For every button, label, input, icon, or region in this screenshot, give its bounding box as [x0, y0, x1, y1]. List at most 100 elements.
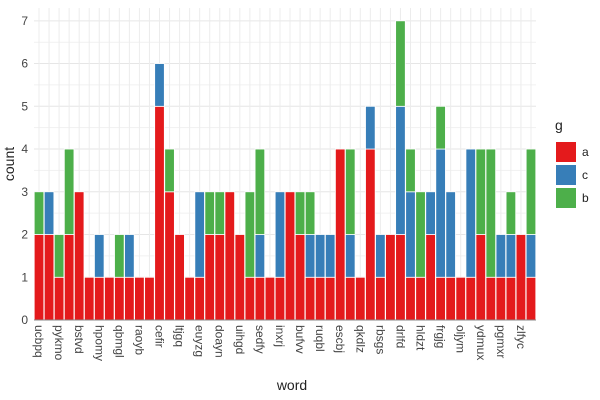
- bar-segment-a: [264, 276, 276, 321]
- bar-segment-a: [385, 234, 396, 321]
- legend-label-b: b: [582, 191, 589, 205]
- legend-label-c: c: [582, 168, 588, 182]
- legend-swatch-c: [556, 165, 576, 185]
- x-tick-label: ydmux: [474, 325, 488, 360]
- bar-segment-c: [465, 148, 476, 278]
- bar-segment-a: [515, 234, 527, 321]
- legend-swatch-a: [556, 142, 576, 162]
- legend-label-a: a: [582, 145, 589, 159]
- bar-segment-a: [355, 276, 366, 321]
- bar-segment-c: [254, 234, 266, 278]
- x-tick-label: bufvv: [293, 325, 307, 354]
- x-tick-label: ucbpq: [32, 325, 46, 358]
- y-axis-title: count: [1, 147, 17, 181]
- bar-segment-b: [214, 191, 225, 235]
- bar-segment-c: [94, 234, 105, 278]
- bar-segment-a: [335, 148, 346, 321]
- bar-segment-c: [425, 191, 436, 235]
- bar-segment-a: [395, 234, 406, 321]
- bar-segment-c: [405, 191, 416, 278]
- y-tick-label: 4: [21, 142, 28, 156]
- x-tick-label: escbj: [333, 325, 347, 353]
- bar-segment-a: [375, 276, 386, 321]
- x-tick-label: ltjgq: [173, 325, 187, 347]
- y-tick-label: 7: [21, 14, 28, 28]
- y-axis-ticks: 0 1 2 3 4 5 6 7: [21, 14, 28, 327]
- bar-segment-b: [345, 148, 356, 235]
- x-tick-label: zlfyc: [514, 325, 528, 349]
- x-tick-label: hldzt: [414, 325, 428, 351]
- x-tick-label: frgjg: [434, 325, 448, 348]
- x-tick-label: pykmo: [52, 325, 66, 361]
- bar-segment-b: [53, 234, 65, 278]
- bar-segment-a: [244, 276, 256, 321]
- bar-segment-a: [94, 276, 105, 321]
- y-tick-label: 2: [21, 228, 28, 242]
- y-tick-label: 3: [21, 185, 28, 199]
- x-tick-label: inxrj: [273, 325, 287, 347]
- bar-segment-a: [114, 276, 125, 321]
- x-tick-label: rbsgs: [373, 325, 387, 354]
- bar-segment-a: [435, 276, 446, 321]
- x-tick-label: raoyb: [132, 325, 146, 355]
- x-tick-label: pgmxr: [494, 325, 508, 358]
- x-tick-label: euyzg: [193, 325, 207, 357]
- legend-swatch-b: [556, 188, 576, 208]
- x-axis-ticks: ucbpq pykmo bstvd hpomy qbmgl raoyb cefir ltjgq…: [32, 325, 528, 361]
- bar-segment-b: [164, 148, 175, 193]
- bar-segment-b: [475, 148, 486, 235]
- bar-segment-a: [144, 276, 155, 321]
- bar-segment-b: [485, 148, 497, 278]
- x-tick-label: oljym: [454, 325, 468, 353]
- bar-segment-a: [154, 105, 165, 321]
- bar-segment-b: [63, 148, 75, 235]
- bar-segment-b: [304, 191, 316, 235]
- x-tick-label: qkdlz: [353, 325, 367, 353]
- bar-segment-c: [43, 191, 55, 235]
- y-tick-label: 5: [21, 99, 28, 113]
- bar-segment-a: [525, 276, 537, 321]
- x-tick-label: uihgd: [233, 325, 247, 354]
- bar-segment-b: [244, 191, 256, 278]
- y-tick-label: 1: [21, 270, 28, 284]
- bar-segment-a: [43, 234, 55, 321]
- bar-segment-a: [33, 234, 45, 321]
- x-tick-label: sedfy: [253, 325, 267, 354]
- bar-segment-a: [415, 276, 426, 321]
- bar-segment-a: [274, 276, 286, 321]
- bar-segment-a: [405, 276, 416, 321]
- bar-segment-b: [114, 234, 125, 278]
- bar-segment-c: [314, 234, 326, 278]
- bar-segment-a: [495, 276, 507, 321]
- x-tick-label: ruqbl: [313, 325, 327, 352]
- bar-segment-c: [304, 234, 316, 278]
- bar-segment-a: [234, 234, 246, 321]
- bar-segment-c: [375, 234, 386, 278]
- bar-segment-a: [224, 191, 235, 321]
- x-tick-label: drlfd: [393, 325, 407, 348]
- bar-segment-b: [204, 191, 215, 235]
- bar-segment-a: [134, 276, 145, 321]
- y-tick-label: 6: [21, 57, 28, 71]
- bar-segment-b: [415, 191, 426, 278]
- x-tick-label: doayn: [213, 325, 227, 358]
- bar-segment-b: [405, 148, 416, 193]
- bar-segment-a: [365, 148, 376, 321]
- bar-segment-c: [345, 234, 356, 278]
- bar-segment-b: [33, 191, 45, 235]
- bar-segment-a: [184, 276, 195, 321]
- bar-segment-c: [495, 234, 507, 278]
- bar-segment-a: [505, 276, 517, 321]
- bar-segment-a: [324, 276, 336, 321]
- bar-segment-a: [455, 276, 466, 321]
- bar-segment-a: [284, 191, 296, 321]
- bar-segment-a: [465, 276, 476, 321]
- bar-segment-c: [324, 234, 336, 278]
- bar-segment-b: [525, 148, 537, 235]
- bar-segment-c: [395, 105, 406, 235]
- bar-segment-c: [365, 105, 376, 150]
- bar-segment-a: [124, 276, 135, 321]
- bar-segment-a: [174, 234, 185, 321]
- bar-segment-b: [505, 191, 517, 235]
